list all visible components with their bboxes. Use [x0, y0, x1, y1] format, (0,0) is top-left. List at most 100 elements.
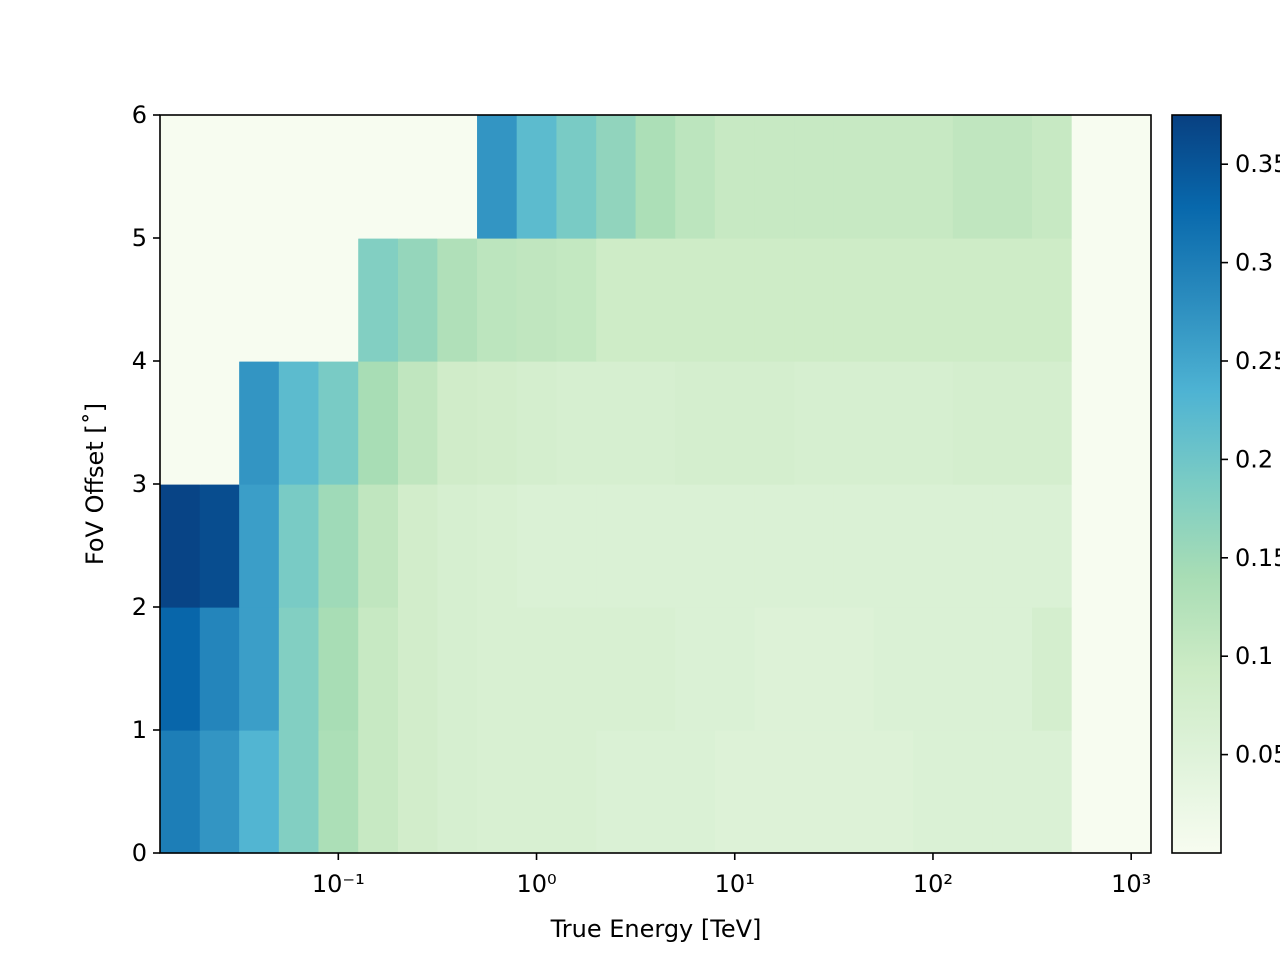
- heat-cell: [675, 361, 716, 485]
- colorbar-tick-label: 0.3: [1235, 249, 1273, 277]
- x-tick-label: 10³: [1111, 870, 1151, 898]
- heat-cell: [239, 361, 280, 485]
- heat-cell: [754, 730, 796, 854]
- heat-cell: [873, 238, 914, 362]
- heat-cell: [1071, 361, 1112, 485]
- heat-cell: [278, 484, 320, 608]
- heat-cell: [913, 730, 954, 854]
- heat-cell: [516, 115, 558, 239]
- heat-cell: [1032, 730, 1073, 854]
- colorbar-tick-label: 0.2: [1235, 445, 1273, 473]
- heat-cell: [278, 730, 320, 854]
- heat-cell: [873, 361, 914, 485]
- heat-cell: [635, 238, 676, 362]
- heat-cell: [714, 115, 756, 239]
- heat-cell: [477, 238, 518, 362]
- heat-cell: [239, 484, 280, 608]
- heat-cell: [160, 361, 201, 485]
- heat-cell: [794, 607, 835, 731]
- heat-cell: [477, 484, 518, 608]
- heat-cell: [437, 730, 478, 854]
- colorbar: [1172, 115, 1221, 853]
- heat-cell: [160, 730, 201, 854]
- heat-cell: [358, 484, 399, 608]
- heat-cell: [477, 361, 518, 485]
- heat-cell: [754, 607, 796, 731]
- y-tick-label: 5: [132, 224, 147, 252]
- heat-cell: [714, 607, 756, 731]
- y-axis-label: FoV Offset [˚]: [81, 403, 109, 565]
- heat-cell: [318, 730, 359, 854]
- heat-cell: [913, 238, 954, 362]
- y-tick-label: 4: [132, 347, 147, 375]
- heat-cell: [596, 238, 637, 362]
- heat-cell: [437, 361, 478, 485]
- colorbar-frame: [1171, 114, 1222, 854]
- heat-cell: [358, 730, 399, 854]
- heat-cell: [1071, 607, 1112, 731]
- heat-cell: [833, 484, 875, 608]
- heat-cell: [1032, 484, 1073, 608]
- heat-cell: [675, 115, 716, 239]
- heat-cell: [675, 484, 716, 608]
- heat-cell: [437, 607, 478, 731]
- heat-cell: [754, 484, 796, 608]
- heat-cell: [239, 730, 280, 854]
- heat-cell: [199, 361, 240, 485]
- heat-cell: [278, 361, 320, 485]
- heat-cell: [397, 730, 438, 854]
- heat-cell: [833, 115, 875, 239]
- heat-cell: [952, 361, 994, 485]
- heat-cell: [516, 607, 558, 731]
- heat-cell: [913, 115, 954, 239]
- heat-cell: [913, 484, 954, 608]
- heat-cell: [952, 115, 994, 239]
- colorbar-tick-label: 0.15: [1235, 544, 1280, 572]
- heat-cell: [318, 484, 359, 608]
- heat-cell: [794, 115, 835, 239]
- heat-cell: [596, 115, 637, 239]
- heat-cell: [1111, 115, 1152, 239]
- colorbar-tick-label: 0.1: [1235, 642, 1273, 670]
- heat-cell: [833, 607, 875, 731]
- heat-cell: [833, 730, 875, 854]
- heatmap: [160, 115, 1152, 854]
- heat-cell: [952, 607, 994, 731]
- heat-cell: [1032, 238, 1073, 362]
- heat-cell: [318, 361, 359, 485]
- heat-cell: [635, 730, 676, 854]
- heat-cell: [714, 484, 756, 608]
- x-tick-label: 10⁻¹: [312, 870, 365, 898]
- y-tick-label: 1: [132, 716, 147, 744]
- x-tick-label: 10⁰: [516, 870, 556, 898]
- heat-cell: [635, 607, 676, 731]
- heat-cell: [397, 361, 438, 485]
- heat-cell: [1111, 361, 1152, 485]
- heat-cell: [199, 484, 240, 608]
- heat-cell: [1032, 607, 1073, 731]
- heat-cell: [516, 238, 558, 362]
- heat-cell: [397, 238, 438, 362]
- heat-cell: [160, 484, 201, 608]
- heat-cell: [160, 115, 201, 239]
- heat-cell: [516, 730, 558, 854]
- heat-cell: [318, 115, 359, 239]
- heat-cell: [516, 484, 558, 608]
- heat-cell: [754, 115, 796, 239]
- heat-cell: [358, 115, 399, 239]
- heat-cell: [1071, 115, 1112, 239]
- heat-cell: [239, 115, 280, 239]
- heat-cell: [873, 484, 914, 608]
- heat-cell: [714, 730, 756, 854]
- heat-cell: [1032, 115, 1073, 239]
- heat-cell: [1071, 484, 1112, 608]
- x-tick-label: 10¹: [715, 870, 755, 898]
- heat-cell: [397, 607, 438, 731]
- heat-cell: [556, 361, 597, 485]
- heat-cell: [635, 361, 676, 485]
- heat-cell: [278, 607, 320, 731]
- x-tick-label: 10²: [913, 870, 953, 898]
- heat-cell: [952, 484, 994, 608]
- heat-cell: [160, 238, 201, 362]
